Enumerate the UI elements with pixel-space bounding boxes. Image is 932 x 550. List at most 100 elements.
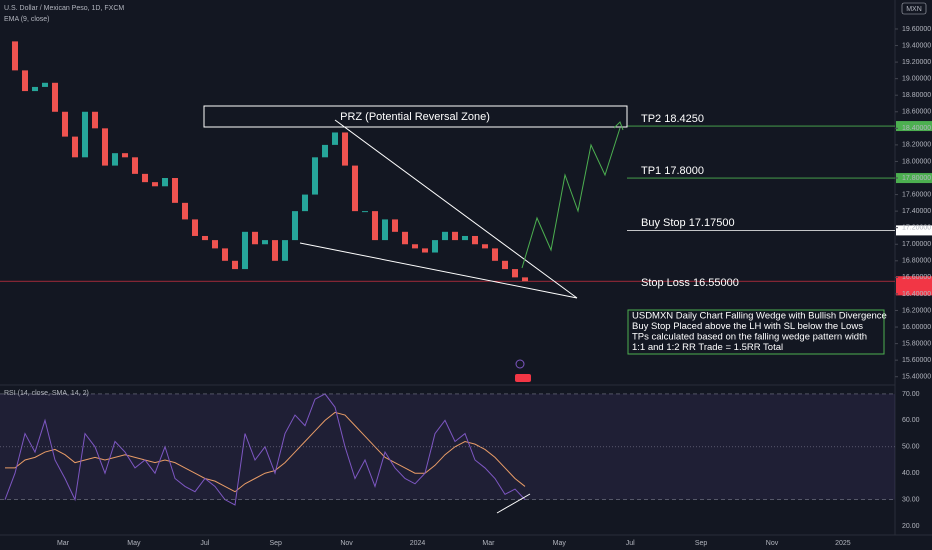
- candle: [482, 244, 488, 249]
- candle: [292, 211, 298, 241]
- price-tick-label: 16.80000: [902, 258, 931, 265]
- rsi-tick-label: 70.00: [902, 391, 920, 398]
- candle: [12, 41, 18, 71]
- tp2-label: TP2 18.4250: [641, 113, 704, 125]
- candle: [112, 153, 118, 166]
- projection-arrow: [613, 121, 624, 131]
- rsi-tick-label: 50.00: [902, 444, 920, 451]
- note-line: TPs calculated based on the falling wedg…: [632, 332, 867, 343]
- price-tick-label: 17.80000: [902, 175, 931, 182]
- candle: [172, 178, 178, 203]
- candles: [12, 41, 528, 282]
- candle: [82, 111, 88, 158]
- candle: [52, 82, 58, 112]
- rsi-legend: RSI (14, close, SMA, 14, 2): [4, 390, 89, 397]
- price-tick-label: 16.40000: [902, 291, 931, 298]
- prz-label: PRZ (Potential Reversal Zone): [340, 111, 490, 123]
- price-tick-label: 17.60000: [902, 191, 931, 198]
- price-tick-label: 19.00000: [902, 75, 931, 82]
- price-tick-label: 15.60000: [902, 357, 931, 364]
- time-label: Sep: [269, 540, 282, 547]
- candle: [392, 219, 398, 232]
- candle: [202, 235, 208, 241]
- price-badge: [896, 173, 932, 184]
- price-tick-label: 18.00000: [902, 158, 931, 165]
- note-line: USDMXN Daily Chart Falling Wedge with Bu…: [632, 311, 887, 322]
- price-tick-label: 18.40000: [902, 125, 931, 132]
- candle: [472, 235, 478, 245]
- rsi-tick-label: 60.00: [902, 417, 920, 424]
- wedge-lower: [299, 242, 578, 299]
- candle: [322, 144, 328, 158]
- buy-stop-label: Buy Stop 17.17500: [641, 217, 735, 229]
- candle: [452, 231, 458, 241]
- price-tick-label: 19.40000: [902, 42, 931, 49]
- time-label: Nov: [340, 540, 353, 547]
- event-flag[interactable]: [515, 374, 531, 382]
- time-label: Jul: [626, 540, 635, 547]
- candle: [272, 240, 278, 261]
- time-label: May: [553, 540, 567, 547]
- candle: [152, 182, 158, 187]
- candle: [422, 248, 428, 253]
- tp1-label: TP1 17.8000: [641, 165, 704, 177]
- candle: [492, 248, 498, 261]
- candle: [232, 260, 238, 270]
- candle: [372, 211, 378, 241]
- candle: [62, 111, 68, 137]
- candle: [462, 235, 468, 241]
- time-label: Sep: [695, 540, 708, 547]
- candle: [362, 211, 368, 213]
- candle: [42, 82, 48, 87]
- time-label: Jul: [200, 540, 209, 547]
- price-badge: [896, 285, 932, 296]
- candle: [342, 132, 348, 166]
- symbol-title: U.S. Dollar / Mexican Peso, 1D, FXCM: [4, 5, 124, 12]
- rsi-divergence-line: [496, 493, 531, 514]
- candle: [22, 70, 28, 92]
- time-label: Mar: [482, 540, 495, 547]
- candle: [142, 173, 148, 183]
- candle: [212, 240, 218, 249]
- currency-box[interactable]: [901, 2, 927, 15]
- candle: [192, 219, 198, 236]
- candle: [32, 86, 38, 92]
- prz-box: [203, 105, 628, 128]
- candle: [522, 277, 528, 282]
- candle: [442, 231, 448, 241]
- projection-path: [521, 127, 621, 269]
- candle: [222, 248, 228, 261]
- price-tick-label: 15.40000: [902, 374, 931, 381]
- rsi-tick-label: 20.00: [902, 523, 920, 530]
- price-tick-label: 18.60000: [902, 109, 931, 116]
- candle: [502, 260, 508, 270]
- event-icon[interactable]: [515, 359, 525, 369]
- price-badge: [896, 225, 932, 236]
- rsi-tick-label: 30.00: [902, 496, 920, 503]
- price-tick-label: 19.20000: [902, 59, 931, 66]
- price-tick-label: 19.60000: [902, 26, 931, 33]
- candle: [262, 240, 268, 245]
- rsi-tick-label: 40.00: [902, 470, 920, 477]
- price-tick-label: 17.20000: [902, 225, 931, 232]
- time-label: May: [127, 540, 141, 547]
- candle: [412, 244, 418, 249]
- note-line: 1:1 and 1:2 RR Trade = 1.5RR Total: [632, 342, 783, 353]
- price-tick-label: 16.60000: [902, 274, 931, 281]
- candle: [92, 111, 98, 129]
- price-tick-label: 18.20000: [902, 142, 931, 149]
- note-line: Buy Stop Placed above the LH with SL bel…: [632, 321, 863, 332]
- price-tick-label: 15.80000: [902, 340, 931, 347]
- candle: [132, 157, 138, 174]
- candle: [182, 202, 188, 220]
- rsi-sma-line: [5, 411, 526, 493]
- note-box: [627, 309, 885, 355]
- price-badge: [896, 121, 932, 132]
- candle: [332, 132, 338, 145]
- candle: [512, 269, 518, 278]
- time-label: 2025: [835, 540, 851, 547]
- candle: [432, 240, 438, 253]
- candle: [122, 153, 128, 158]
- candle: [242, 231, 248, 270]
